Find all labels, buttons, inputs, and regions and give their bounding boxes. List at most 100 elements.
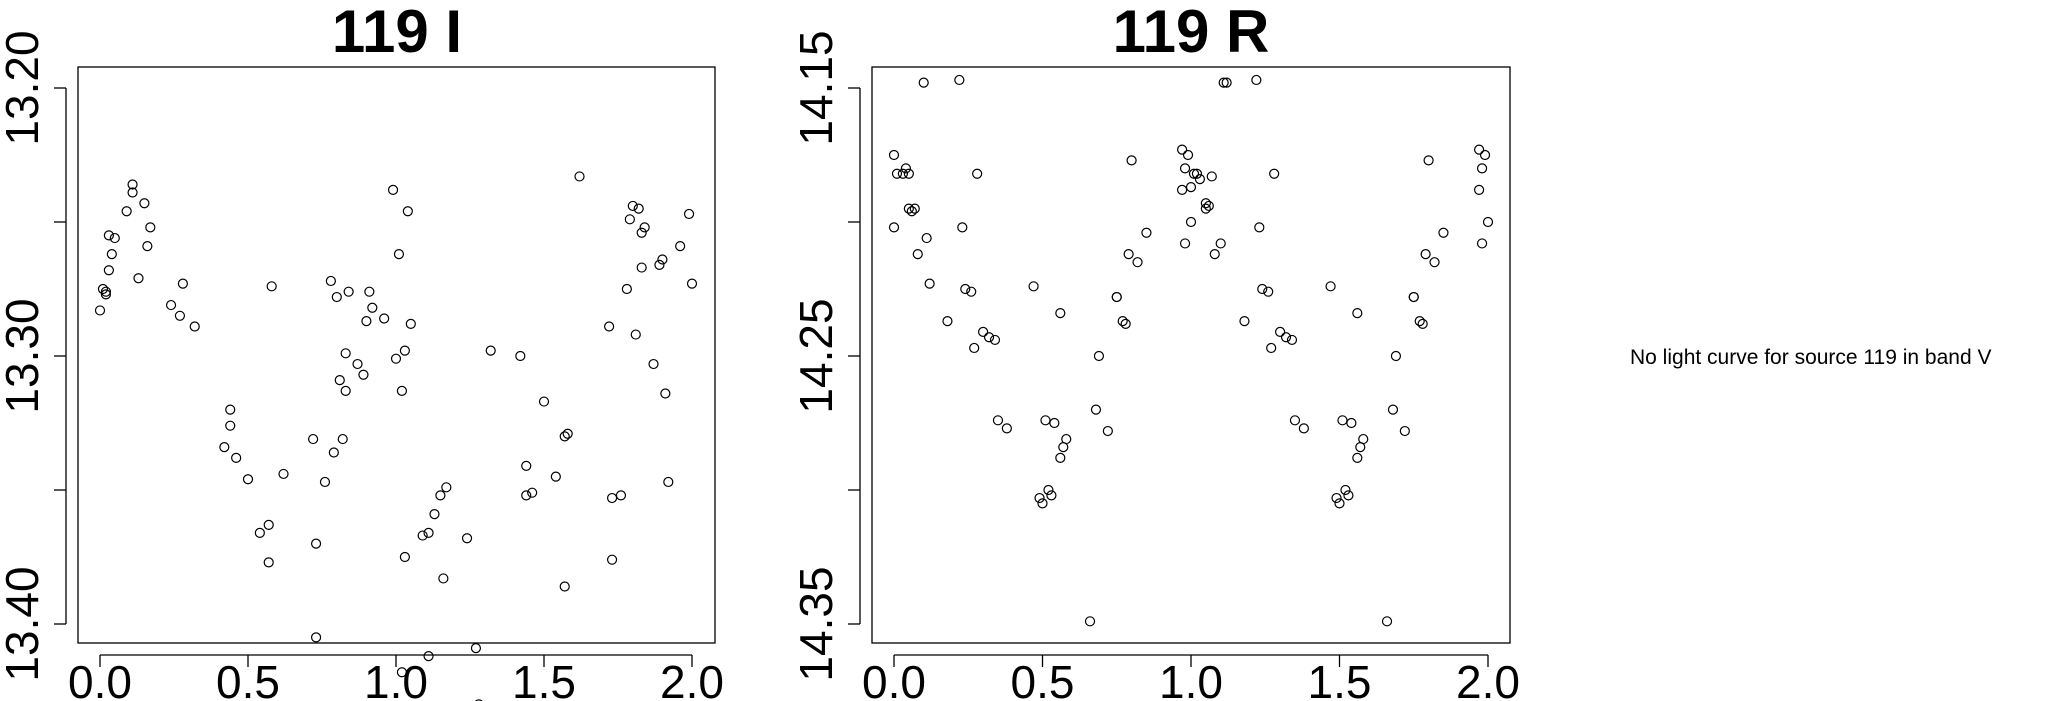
data-point (960, 283, 971, 295)
data-point (660, 388, 671, 399)
data-point (423, 527, 434, 538)
data-point (475, 699, 483, 701)
data-point (630, 329, 641, 340)
data-point (1055, 452, 1066, 463)
data-point (174, 310, 186, 321)
data-point (1182, 149, 1194, 161)
data-point (1251, 74, 1262, 86)
data-point (1046, 490, 1057, 501)
data-point (621, 283, 632, 295)
data-point (906, 206, 917, 217)
data-point (559, 431, 570, 442)
data-point (1176, 144, 1188, 155)
data-point (438, 573, 449, 584)
data-point (903, 168, 914, 179)
data-point (133, 273, 144, 284)
data-point (485, 345, 496, 356)
data-point (379, 313, 390, 324)
x-tick-label: 1.0 (364, 656, 428, 701)
data-point (165, 299, 177, 311)
data-point (663, 476, 674, 488)
data-point (331, 291, 342, 303)
data-point (1206, 171, 1217, 182)
x-tick-label: 0.5 (216, 656, 280, 701)
data-point (225, 420, 236, 431)
data-point (648, 358, 659, 370)
data-point (340, 385, 351, 396)
data-point (1387, 404, 1399, 415)
data-point (1473, 144, 1485, 155)
data-point (1200, 203, 1211, 214)
data-point (231, 452, 242, 463)
data-point (1289, 415, 1301, 426)
data-point (325, 275, 336, 287)
data-point (310, 632, 322, 643)
data-point (1209, 249, 1220, 260)
data-point (633, 203, 644, 214)
plot-frame (871, 66, 1511, 644)
y-tick-label: 14.35 (790, 566, 842, 681)
data-point (1266, 342, 1277, 354)
data-point (461, 533, 473, 544)
data-point (417, 530, 428, 541)
data-point (103, 230, 114, 241)
data-point (1479, 149, 1491, 161)
data-point (1408, 291, 1419, 303)
data-point (521, 460, 532, 471)
data-point (675, 241, 686, 252)
chart-title: 119 I (332, 0, 462, 65)
data-point (405, 318, 416, 329)
data-point (1337, 415, 1348, 426)
data-point (334, 375, 345, 386)
data-point (263, 519, 274, 530)
data-point (615, 490, 627, 501)
data-point (912, 249, 923, 260)
data-point (1034, 492, 1045, 504)
data-point (142, 241, 153, 252)
data-point (402, 206, 413, 217)
data-point (1343, 490, 1354, 501)
data-point (399, 551, 410, 563)
data-point (319, 476, 331, 488)
data-point (1117, 316, 1128, 327)
data-point (559, 581, 570, 592)
data-point (361, 316, 372, 327)
plot-frame (77, 66, 716, 644)
data-point (1423, 155, 1434, 166)
data-point (1188, 168, 1200, 179)
data-point (367, 302, 378, 313)
data-point (189, 321, 200, 332)
data-point (308, 433, 319, 445)
y-tick-label: 14.15 (790, 30, 842, 145)
data-point (103, 265, 114, 276)
data-point (1325, 281, 1336, 292)
data-point (1200, 198, 1211, 209)
data-point (683, 208, 695, 220)
data-point (983, 332, 995, 343)
data-point (1473, 184, 1485, 195)
data-point (1254, 222, 1265, 233)
data-point (888, 222, 900, 233)
data-point (254, 527, 265, 538)
data-point (393, 249, 405, 260)
data-point (954, 74, 965, 86)
data-point (909, 203, 920, 214)
data-point (1185, 182, 1197, 193)
data-point (343, 286, 354, 297)
data-point (606, 492, 618, 504)
data-point (686, 278, 698, 289)
data-point (1476, 238, 1488, 249)
data-point (1102, 425, 1113, 437)
data-point (441, 482, 452, 493)
data-point (1043, 484, 1054, 496)
data-point (145, 222, 156, 233)
data-point (100, 286, 112, 297)
data-point (1257, 283, 1268, 295)
data-point (127, 187, 138, 198)
data-point (1061, 433, 1072, 445)
data-point (94, 305, 106, 316)
data-point (470, 643, 482, 654)
x-tick-label: 1.5 (1308, 656, 1372, 701)
data-point (1340, 484, 1351, 496)
x-tick-label: 1.0 (1159, 656, 1223, 701)
